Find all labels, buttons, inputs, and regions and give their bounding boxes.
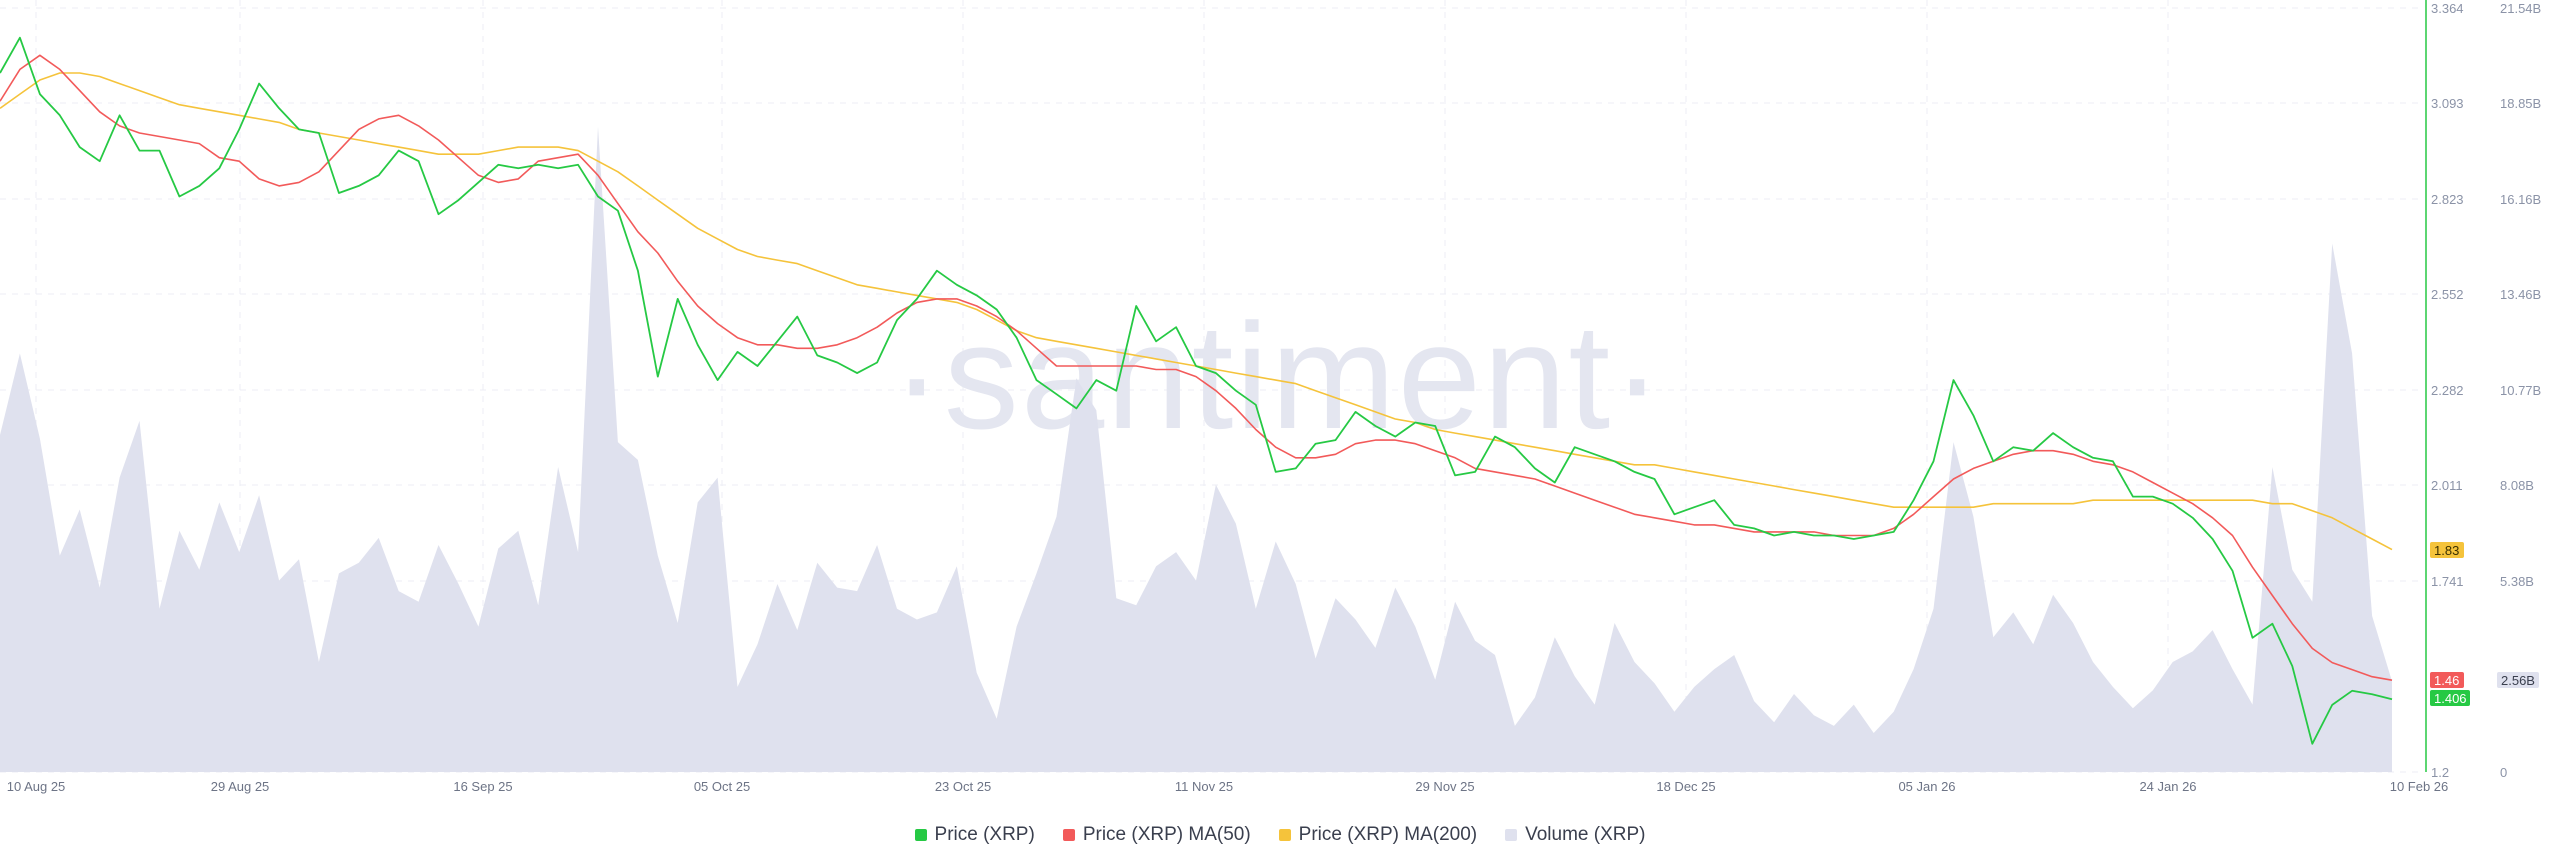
volume-tick-label: 8.08B [2500, 478, 2534, 493]
x-tick-label: 05 Jan 26 [1898, 779, 1955, 794]
x-tick-label: 11 Nov 25 [1175, 779, 1233, 794]
x-tick-label: 10 Aug 25 [7, 779, 66, 794]
legend-swatch [1279, 829, 1291, 841]
watermark: ·santiment· [892, 292, 1664, 460]
price-value-badge-text: 1.406 [2434, 691, 2467, 706]
price-value-badge: 1.406 [2430, 690, 2470, 706]
legend-swatch [915, 829, 927, 841]
x-tick-label: 18 Dec 25 [1656, 779, 1715, 794]
price-tick-label: 2.282 [2431, 383, 2464, 398]
legend-item[interactable]: Price (XRP) MA(50) [1063, 824, 1251, 846]
volume-tick-label: 5.38B [2500, 574, 2534, 589]
price-axis-ticks: 3.364 3.093 2.823 2.552 2.282 2.011 1.741 1.2 [2431, 1, 2464, 780]
x-tick-label: 05 Oct 25 [694, 779, 750, 794]
price-tick-label: 2.823 [2431, 192, 2464, 207]
legend-item[interactable]: Price (XRP) [915, 824, 1035, 846]
price-tick-label: 1.2 [2431, 765, 2449, 780]
legend-swatch [1505, 829, 1517, 841]
x-tick-label: 10 Feb 26 [2390, 779, 2449, 794]
price-tick-label: 2.552 [2431, 287, 2464, 302]
legend-label: Volume (XRP) [1525, 824, 1645, 846]
volume-tick-label: 10.77B [2500, 383, 2541, 398]
x-axis-ticks: 10 Aug 25 29 Aug 25 16 Sep 25 05 Oct 25 23 O… [7, 779, 2449, 794]
price-tick-label: 3.093 [2431, 96, 2464, 111]
price-tick-label: 1.741 [2431, 574, 2464, 589]
volume-tick-label: 21.54B [2500, 1, 2541, 16]
value-badges: 1.83 1.46 1.406 2.56B [2430, 542, 2539, 706]
ma200-value-badge-text: 1.83 [2434, 543, 2459, 558]
x-tick-label: 23 Oct 25 [935, 779, 991, 794]
volume-tick-label: 16.16B [2500, 192, 2541, 207]
volume-value-badge-text: 2.56B [2501, 673, 2535, 688]
volume-value-badge: 2.56B [2497, 672, 2539, 688]
legend: Price (XRP) Price (XRP) MA(50) Price (XRP)… [0, 820, 2560, 850]
price-tick-label: 3.364 [2431, 1, 2464, 16]
ma200-value-badge: 1.83 [2430, 542, 2464, 558]
x-tick-label: 16 Sep 25 [453, 779, 512, 794]
volume-axis-ticks: 21.54B 18.85B 16.16B 13.46B 10.77B 8.08B 5.38B… [2500, 1, 2541, 780]
legend-label: Price (XRP) [935, 824, 1035, 846]
x-tick-label: 24 Jan 26 [2139, 779, 2196, 794]
volume-tick-label: 13.46B [2500, 287, 2541, 302]
ma50-value-badge: 1.46 [2430, 672, 2464, 688]
legend-label: Price (XRP) MA(200) [1299, 824, 1477, 846]
volume-tick-label: 18.85B [2500, 96, 2541, 111]
legend-swatch [1063, 829, 1075, 841]
price-tick-label: 2.011 [2431, 478, 2463, 493]
legend-item[interactable]: Price (XRP) MA(200) [1279, 824, 1477, 846]
volume-tick-label: 0 [2500, 765, 2507, 780]
legend-item[interactable]: Volume (XRP) [1505, 824, 1645, 846]
x-tick-label: 29 Aug 25 [211, 779, 270, 794]
ma50-value-badge-text: 1.46 [2434, 673, 2459, 688]
legend-label: Price (XRP) MA(50) [1083, 824, 1251, 846]
x-tick-label: 29 Nov 25 [1415, 779, 1474, 794]
